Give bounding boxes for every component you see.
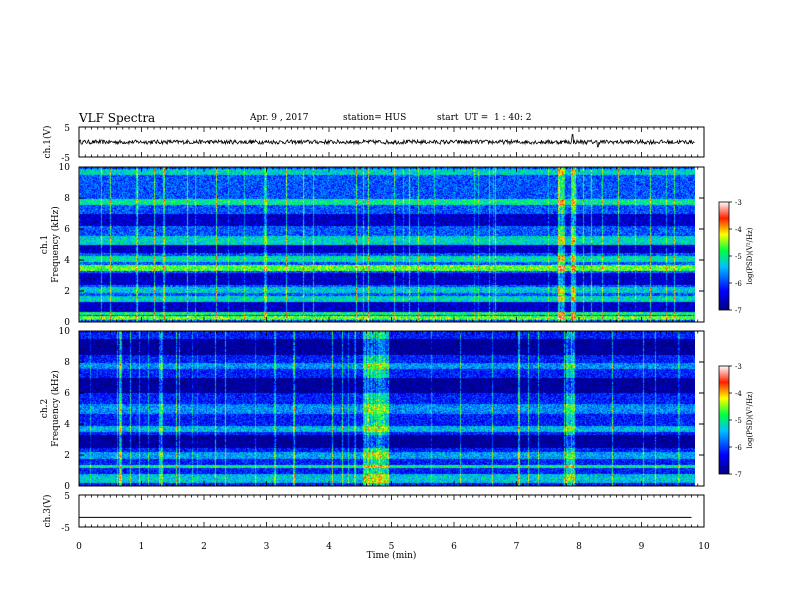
spec2-ytick-label: 8	[64, 358, 70, 368]
xtick-label: 3	[264, 542, 270, 552]
xaxis-label: Time (min)	[367, 550, 417, 561]
spec1-ytick-label: 8	[64, 194, 70, 204]
spec1-ylabel2: ch.1	[40, 235, 50, 254]
ch3-ytick-label: -5	[61, 524, 70, 534]
colorbar-tick-label: -5	[735, 417, 742, 425]
spec1-ylabel: Frequency (kHz)	[50, 206, 61, 283]
xtick-label: 6	[451, 542, 457, 552]
ch1-ytick-label: 5	[64, 124, 70, 134]
colorbar	[718, 365, 730, 475]
xtick-label: 7	[514, 542, 520, 552]
spectrogram-image	[79, 167, 695, 322]
xtick-label: 4	[326, 542, 332, 552]
xtick-label: 2	[201, 542, 207, 552]
colorbar-label: log(PSD)(V²/Hz)	[746, 391, 754, 448]
ch1-ylabel: ch.1(V)	[42, 126, 53, 159]
spec1-ytick-label: 4	[64, 256, 70, 266]
ch1-waveform-line	[78, 134, 695, 148]
spec1-ytick-label: 6	[64, 225, 70, 235]
ch1-waveform-panel	[78, 134, 695, 148]
spec2-ytick-label: 4	[64, 420, 70, 430]
start-time-label: start UT = 1 : 40: 2	[437, 113, 532, 123]
colorbar-tick-label: -4	[735, 390, 742, 398]
ch1-ytick-label: -5	[61, 154, 70, 164]
spec1-ytick-label: 0	[64, 318, 70, 328]
xtick-label: 5	[389, 542, 395, 552]
xtick-label: 1	[139, 542, 145, 552]
colorbar-tick-label: -5	[735, 253, 742, 261]
spec2-ylabel: Frequency (kHz)	[50, 370, 61, 447]
colorbar-label: log(PSD)(V²/Hz)	[746, 227, 754, 284]
colorbar-tick-label: -3	[735, 199, 742, 207]
colorbar-tick-label: -7	[735, 307, 742, 315]
date-label: Apr. 9 , 2017	[250, 113, 309, 123]
spec2-ytick-label: 10	[59, 327, 71, 337]
spec2-ylabel2: ch.2	[40, 399, 50, 418]
colorbar	[718, 201, 730, 311]
ch3-ylabel: ch.3(V)	[42, 495, 53, 528]
spectrogram-image	[79, 331, 695, 486]
ch2-spectrogram-panel	[79, 331, 695, 486]
colorbar-tick-label: -7	[735, 471, 742, 479]
xtick-label: 0	[76, 542, 82, 552]
chart-title: VLF Spectra	[79, 111, 156, 125]
colorbar-tick-label: -6	[735, 280, 742, 288]
ch1-spectrogram-panel	[79, 167, 695, 322]
spec2-ytick-label: 2	[64, 451, 70, 461]
colorbars: -3 -4 -5 -6 -7 log(PSD)(V²/Hz) -3 -4 -5 -6 -7 log(P…	[718, 199, 754, 479]
colorbar-tick-label: -3	[735, 363, 742, 371]
spec2-ytick-label: 6	[64, 389, 70, 399]
ch3-ytick-label: 5	[64, 492, 70, 502]
spec2-ytick-label: 0	[64, 482, 70, 492]
station-label: station= HUS	[343, 113, 407, 123]
colorbar-tick-label: -6	[735, 444, 742, 452]
spec1-ytick-label: 2	[64, 287, 70, 297]
spec1-ytick-label: 10	[59, 163, 71, 173]
xtick-label: 8	[576, 542, 582, 552]
colorbar-tick-label: -4	[735, 226, 742, 234]
xtick-label: 10	[698, 542, 710, 552]
xtick-label: 9	[639, 542, 645, 552]
